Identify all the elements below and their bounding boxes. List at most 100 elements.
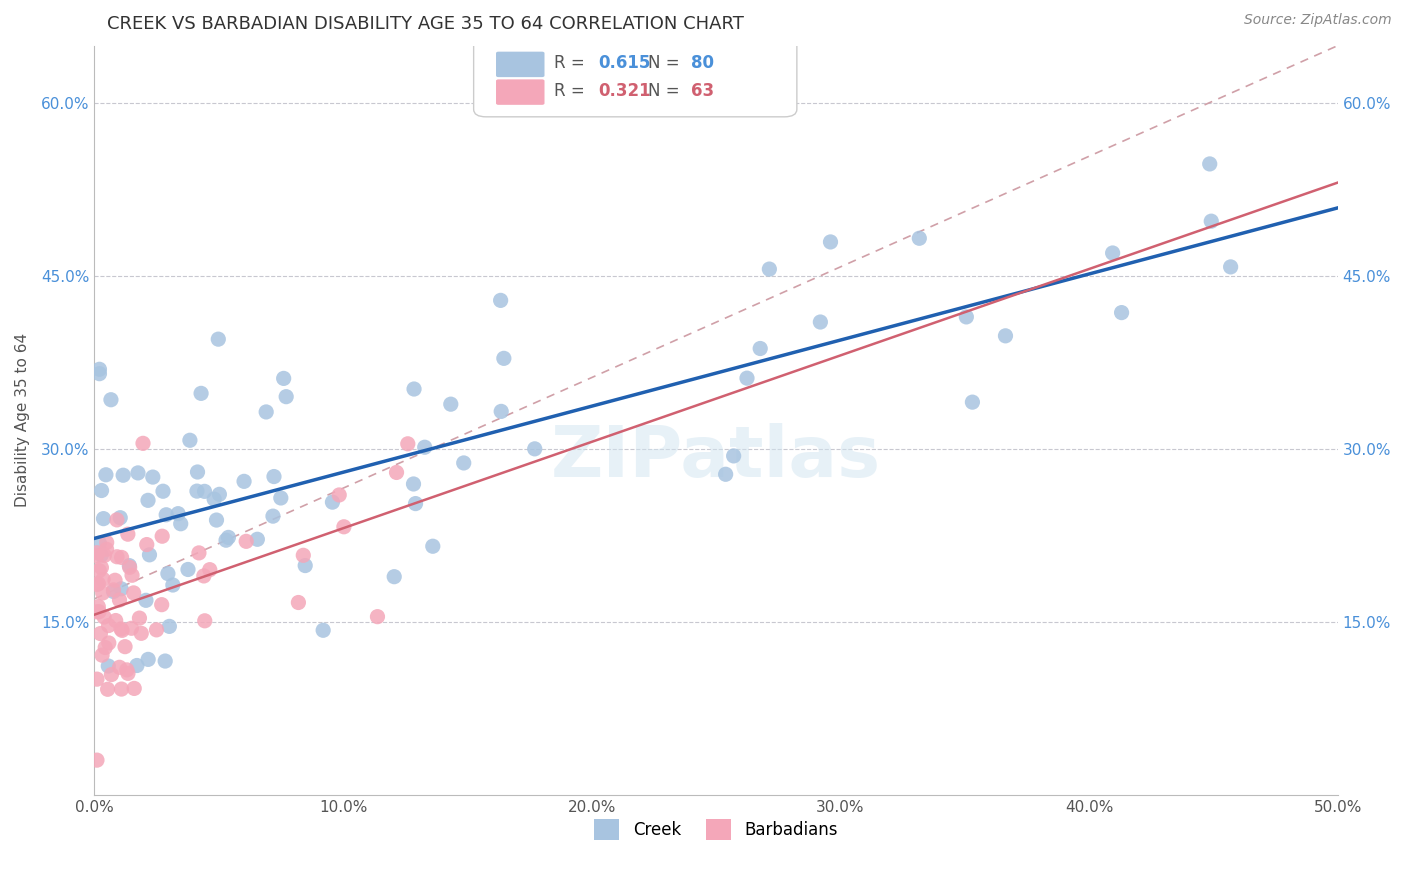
Point — [492, 351, 515, 366]
Point — [366, 609, 388, 624]
Point — [186, 484, 208, 499]
Text: R =: R = — [554, 54, 585, 72]
Point — [132, 436, 155, 450]
Point — [402, 382, 425, 396]
Point — [142, 470, 165, 484]
Point — [125, 658, 148, 673]
Point — [89, 362, 111, 376]
Point — [177, 562, 200, 576]
Point — [382, 570, 405, 584]
Point — [955, 310, 977, 324]
Point — [96, 535, 118, 549]
Point — [97, 659, 120, 673]
Point — [97, 682, 120, 697]
Point — [103, 584, 125, 599]
Point — [135, 593, 157, 607]
Text: CREEK VS BARBADIAN DISABILITY AGE 35 TO 64 CORRELATION CHART: CREEK VS BARBADIAN DISABILITY AGE 35 TO … — [107, 15, 744, 33]
Point — [292, 549, 315, 563]
Point — [89, 536, 111, 550]
Point — [312, 624, 335, 638]
Point — [287, 595, 309, 609]
Point — [91, 572, 114, 586]
Point — [118, 558, 141, 573]
Point — [136, 652, 159, 666]
Point — [246, 533, 269, 547]
Point — [110, 681, 132, 696]
Point — [104, 614, 127, 628]
Text: 0.615: 0.615 — [598, 54, 651, 72]
Point — [294, 558, 316, 573]
Point — [110, 550, 132, 565]
Point — [94, 640, 117, 655]
Point — [87, 599, 110, 614]
Point — [808, 315, 831, 329]
Point — [1219, 260, 1241, 274]
Point — [276, 390, 298, 404]
Point — [110, 582, 132, 596]
Point — [105, 549, 128, 564]
Point — [217, 530, 239, 544]
Point — [117, 666, 139, 681]
Point — [270, 491, 292, 505]
Point — [118, 560, 141, 574]
Point — [152, 484, 174, 499]
Point — [208, 487, 231, 501]
Text: 63: 63 — [692, 81, 714, 100]
Point — [117, 527, 139, 541]
Point — [91, 648, 114, 662]
FancyBboxPatch shape — [496, 52, 544, 77]
Point — [215, 533, 238, 548]
Point — [97, 636, 120, 650]
Point — [321, 495, 343, 509]
Point — [179, 434, 201, 448]
Point — [86, 577, 108, 591]
Point — [112, 468, 135, 483]
Point — [93, 511, 115, 525]
Point — [86, 546, 108, 560]
Point — [114, 640, 136, 654]
Point — [396, 437, 419, 451]
Point — [1101, 246, 1123, 260]
Point — [994, 328, 1017, 343]
Point — [1111, 305, 1133, 319]
Point — [413, 440, 436, 454]
Point — [122, 586, 145, 600]
Point — [90, 483, 112, 498]
Point — [121, 568, 143, 582]
Point — [262, 509, 284, 524]
Point — [87, 576, 110, 591]
Point — [735, 371, 758, 385]
Point — [93, 549, 115, 563]
Point — [111, 624, 134, 638]
Point — [91, 586, 114, 600]
Point — [453, 456, 475, 470]
Point — [122, 681, 145, 696]
Point — [402, 477, 425, 491]
Point — [194, 614, 217, 628]
Point — [138, 548, 160, 562]
Point — [235, 534, 257, 549]
Point — [108, 660, 131, 674]
Point — [135, 538, 157, 552]
Point — [108, 593, 131, 607]
Point — [96, 542, 118, 557]
Point — [962, 395, 984, 409]
Point — [104, 574, 127, 588]
Point — [128, 611, 150, 625]
Point — [193, 484, 215, 499]
Point — [405, 497, 427, 511]
Point — [89, 626, 111, 640]
Point — [202, 492, 225, 507]
Text: Source: ZipAtlas.com: Source: ZipAtlas.com — [1244, 13, 1392, 28]
Point — [170, 516, 193, 531]
Point — [422, 539, 444, 553]
Point — [523, 442, 546, 456]
Point — [187, 546, 209, 560]
Point — [86, 753, 108, 767]
Point — [440, 397, 463, 411]
Point — [100, 667, 122, 681]
Point — [385, 466, 408, 480]
Point — [157, 619, 180, 633]
Point — [749, 342, 772, 356]
Point — [489, 404, 512, 418]
